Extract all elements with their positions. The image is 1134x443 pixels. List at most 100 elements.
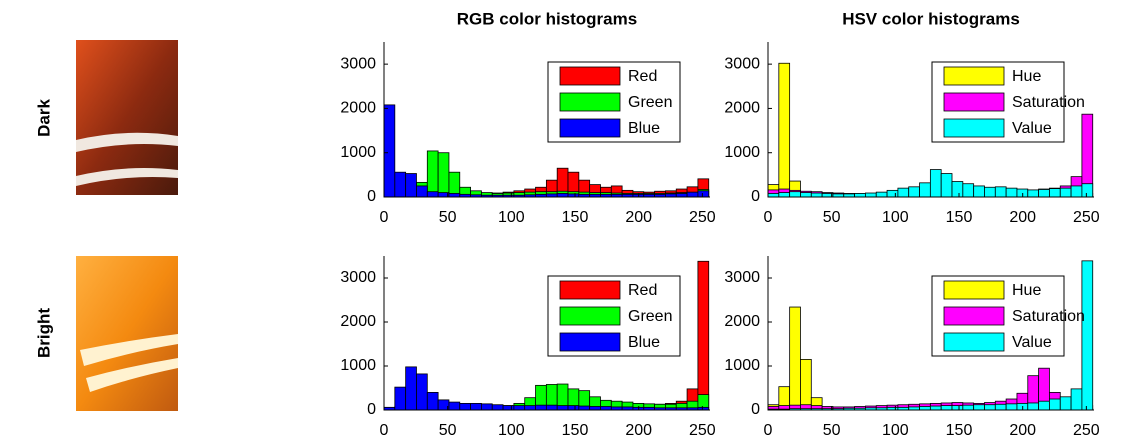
y-tick-label: 0 — [751, 188, 760, 205]
bar — [394, 171, 407, 198]
legend-swatch — [943, 306, 1005, 326]
bar — [767, 193, 780, 198]
y-tick-label: 0 — [751, 401, 760, 418]
x-tick-label: 50 — [439, 422, 457, 439]
bar — [951, 405, 964, 411]
bar — [1027, 402, 1040, 411]
bar — [437, 152, 450, 198]
x-tick-label: 0 — [380, 209, 389, 226]
bar — [1027, 189, 1040, 198]
bar — [589, 406, 601, 411]
bar — [535, 404, 547, 411]
bar — [1049, 398, 1061, 411]
bar — [886, 189, 899, 198]
bar — [416, 185, 428, 198]
bar — [789, 191, 801, 198]
bar — [686, 191, 699, 198]
legend-swatch — [559, 118, 621, 138]
bar — [416, 373, 428, 411]
y-tick-label: 2000 — [724, 100, 760, 117]
bar — [778, 192, 791, 198]
legend-swatch — [559, 66, 621, 86]
legend: Hue Saturation Value — [931, 61, 1085, 143]
bar — [994, 403, 1007, 411]
bar — [470, 402, 482, 411]
bar — [951, 181, 964, 198]
x-tick-label: 100 — [498, 422, 525, 439]
bar — [1059, 396, 1072, 411]
legend-swatch — [943, 118, 1005, 138]
y-tick-label: 1000 — [724, 357, 760, 374]
legend-swatch — [559, 92, 621, 112]
bar — [448, 193, 461, 198]
legend-label: Green — [628, 94, 672, 111]
bar — [1038, 189, 1050, 198]
legend-label: Green — [628, 308, 672, 325]
y-tick-label: 2000 — [340, 100, 376, 117]
bar — [973, 185, 985, 198]
y-tick-label: 3000 — [724, 55, 760, 72]
bar — [697, 260, 710, 411]
x-tick-label: 0 — [764, 209, 773, 226]
y-tick-label: 0 — [367, 188, 376, 205]
legend-swatch — [943, 332, 1005, 352]
row-label: Dark — [34, 99, 53, 137]
bar — [1081, 183, 1094, 198]
legend-label: Red — [628, 282, 657, 299]
x-tick-label: 150 — [946, 209, 973, 226]
x-tick-label: 200 — [1009, 209, 1036, 226]
bar — [875, 191, 888, 198]
bar — [1070, 388, 1083, 411]
legend-swatch — [943, 66, 1005, 86]
bar — [919, 406, 931, 411]
x-tick-label: 200 — [1009, 422, 1036, 439]
y-tick-label: 0 — [367, 401, 376, 418]
bar — [800, 192, 812, 198]
x-tick-label: 150 — [946, 422, 973, 439]
bar — [800, 358, 812, 411]
y-tick-label: 2000 — [724, 313, 760, 330]
chart-title: HSV color histograms — [842, 9, 1020, 28]
bar — [459, 402, 471, 411]
bar — [984, 404, 996, 411]
bar — [1070, 185, 1083, 198]
bar — [1005, 403, 1018, 411]
x-tick-label: 0 — [380, 422, 389, 439]
x-tick-label: 250 — [1073, 209, 1100, 226]
bar — [383, 104, 396, 198]
bar — [994, 186, 1007, 198]
legend-label: Red — [628, 68, 657, 85]
chart-title: RGB color histograms — [457, 9, 637, 28]
legend-label: Hue — [1012, 68, 1041, 85]
bar — [578, 405, 591, 411]
bar — [962, 404, 975, 411]
y-tick-label: 1000 — [724, 144, 760, 161]
legend-label: Value — [1012, 120, 1052, 137]
bar — [919, 182, 931, 198]
bar — [426, 191, 439, 198]
y-tick-label: 3000 — [340, 55, 376, 72]
legend-swatch — [943, 280, 1005, 300]
bar — [789, 306, 801, 411]
legend-label: Blue — [628, 120, 660, 137]
bar — [394, 386, 407, 411]
bar — [481, 403, 493, 411]
legend-swatch — [943, 92, 1005, 112]
x-tick-label: 100 — [882, 209, 909, 226]
bar — [962, 183, 975, 198]
bar — [405, 173, 417, 198]
bar — [929, 405, 942, 411]
bar — [426, 150, 439, 198]
x-tick-label: 0 — [764, 422, 773, 439]
x-tick-label: 100 — [498, 209, 525, 226]
legend-label: Saturation — [1012, 308, 1085, 325]
legend: Red Green Blue — [547, 275, 681, 357]
y-tick-label: 3000 — [340, 269, 376, 286]
legend: Red Green Blue — [547, 61, 681, 143]
bar — [513, 405, 526, 411]
bar — [778, 62, 791, 198]
bar — [984, 186, 996, 198]
bar — [1038, 400, 1050, 411]
y-tick-label: 1000 — [340, 144, 376, 161]
